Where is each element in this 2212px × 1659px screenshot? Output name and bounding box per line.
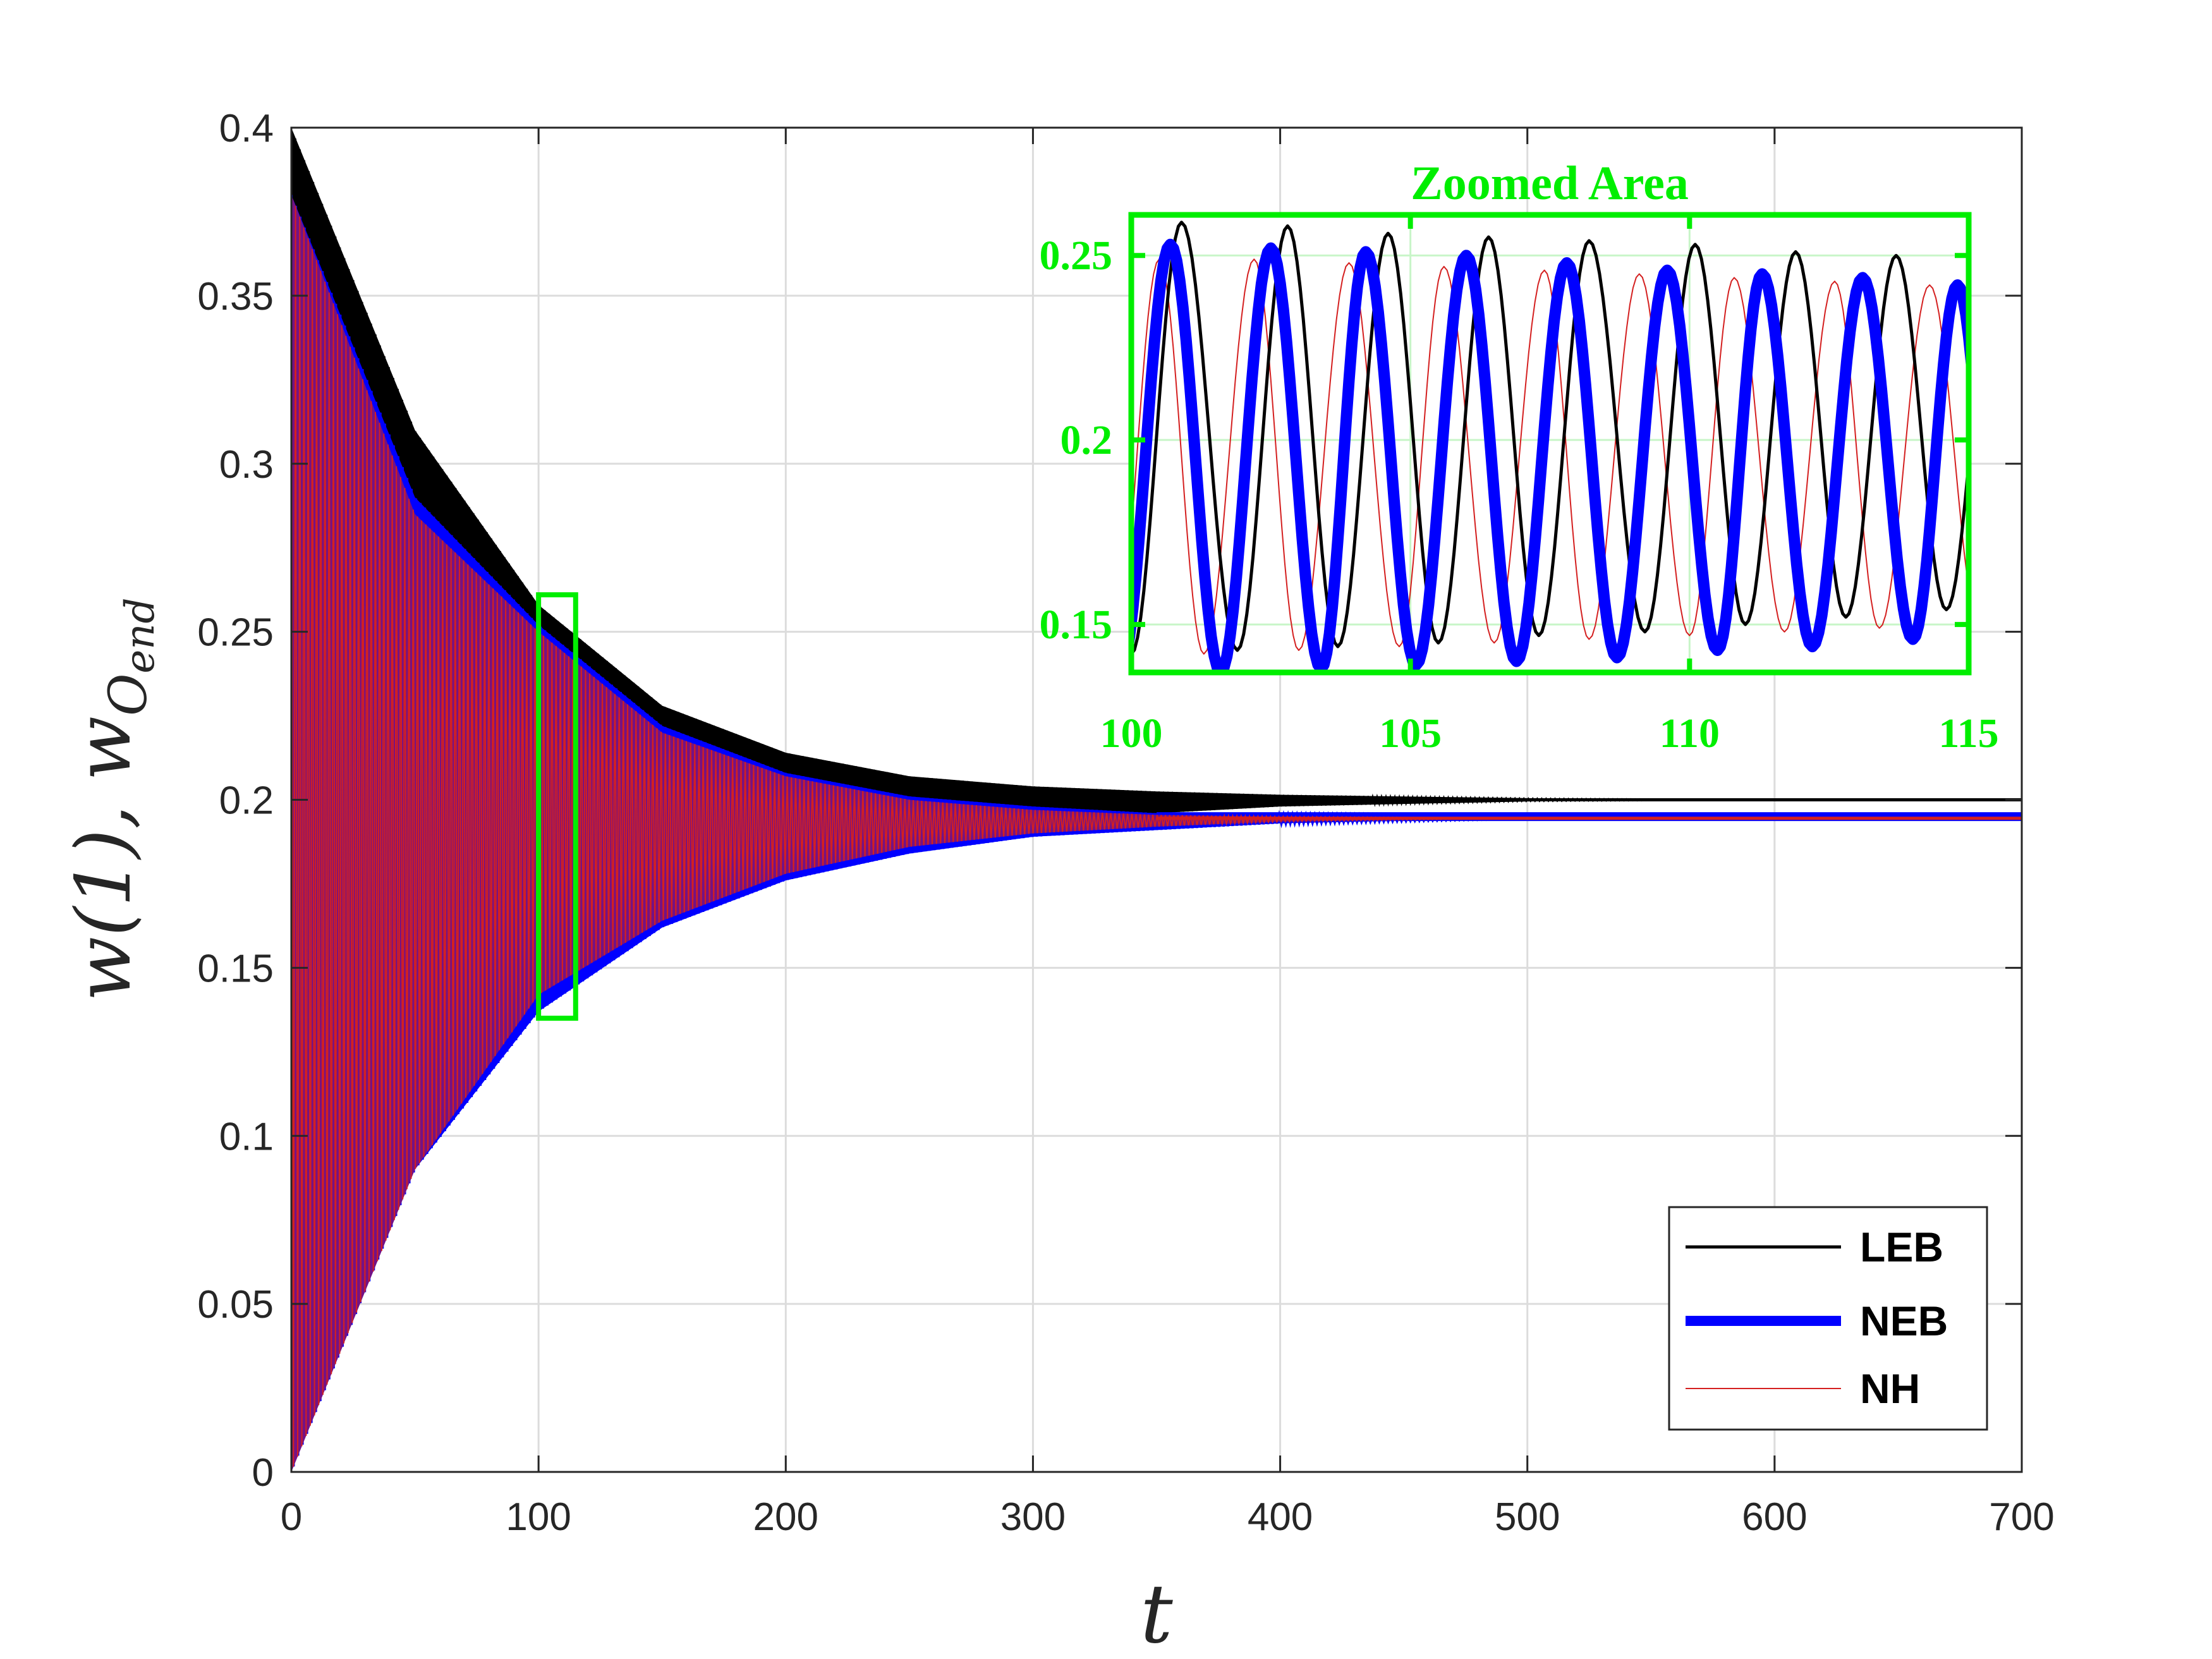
y-tick-label: 0.1 xyxy=(219,1115,274,1158)
legend: LEB NEB NH xyxy=(1668,1206,1988,1431)
x-tick-labels: 0 100 200 300 400 500 600 700 xyxy=(281,1495,2055,1539)
x-tick-label: 500 xyxy=(1495,1495,1560,1539)
y-tick-label: 0.2 xyxy=(219,779,274,823)
inset-x-tick-label: 105 xyxy=(1379,710,1442,757)
x-tick-label: 0 xyxy=(281,1495,302,1539)
y-tick-label: 0.25 xyxy=(197,611,274,655)
y-tick-label: 0.35 xyxy=(197,275,274,319)
y-tick-label: 0.4 xyxy=(219,107,274,150)
series-layer xyxy=(291,128,2022,1472)
y-tick-label: 0 xyxy=(252,1451,274,1495)
inset-y-tick-label: 0.2 xyxy=(1060,417,1113,463)
inset-frame xyxy=(1128,212,1972,676)
inset-zoom: 100 105 110 115 0.15 0.2 0.25 Zoomed Area xyxy=(1040,157,1999,757)
inset-x-tick-label: 115 xyxy=(1938,710,1998,757)
inset-y-tick-label: 0.25 xyxy=(1040,233,1113,279)
y-tick-label: 0.15 xyxy=(197,947,274,990)
legend-label-neb: NEB xyxy=(1860,1297,1948,1344)
legend-label-nh: NH xyxy=(1860,1365,1920,1412)
legend-label-leb: LEB xyxy=(1860,1224,1943,1270)
x-tick-label: 300 xyxy=(1000,1495,1066,1539)
inset-title: Zoomed Area xyxy=(1411,157,1689,210)
inset-series-layer xyxy=(1131,221,1969,672)
inset-x-tick-label: 100 xyxy=(1100,710,1163,757)
x-axis-label: t xyxy=(1140,1567,1173,1659)
inset-series-nh xyxy=(1131,258,1969,655)
y-tick-label: 0.05 xyxy=(197,1283,274,1327)
x-tick-label: 700 xyxy=(1989,1495,2054,1539)
inset-ticks: 100 105 110 115 0.15 0.2 0.25 xyxy=(1040,215,1999,757)
inset-series-neb xyxy=(1131,238,1969,672)
x-tick-label: 200 xyxy=(753,1495,818,1539)
x-tick-label: 600 xyxy=(1742,1495,1807,1539)
y-tick-label: 0.3 xyxy=(219,443,274,487)
x-tick-label: 400 xyxy=(1248,1495,1313,1539)
y-tick-labels: 0 0.05 0.1 0.15 0.2 0.25 0.3 0.35 0.4 xyxy=(197,107,274,1495)
zoom-box xyxy=(536,592,578,1021)
zoom-box-layer xyxy=(536,592,578,1021)
inset-y-tick-label: 0.15 xyxy=(1040,602,1113,648)
axes xyxy=(290,126,2023,1473)
inset-x-tick-label: 110 xyxy=(1660,710,1720,757)
x-tick-label: 100 xyxy=(506,1495,571,1539)
